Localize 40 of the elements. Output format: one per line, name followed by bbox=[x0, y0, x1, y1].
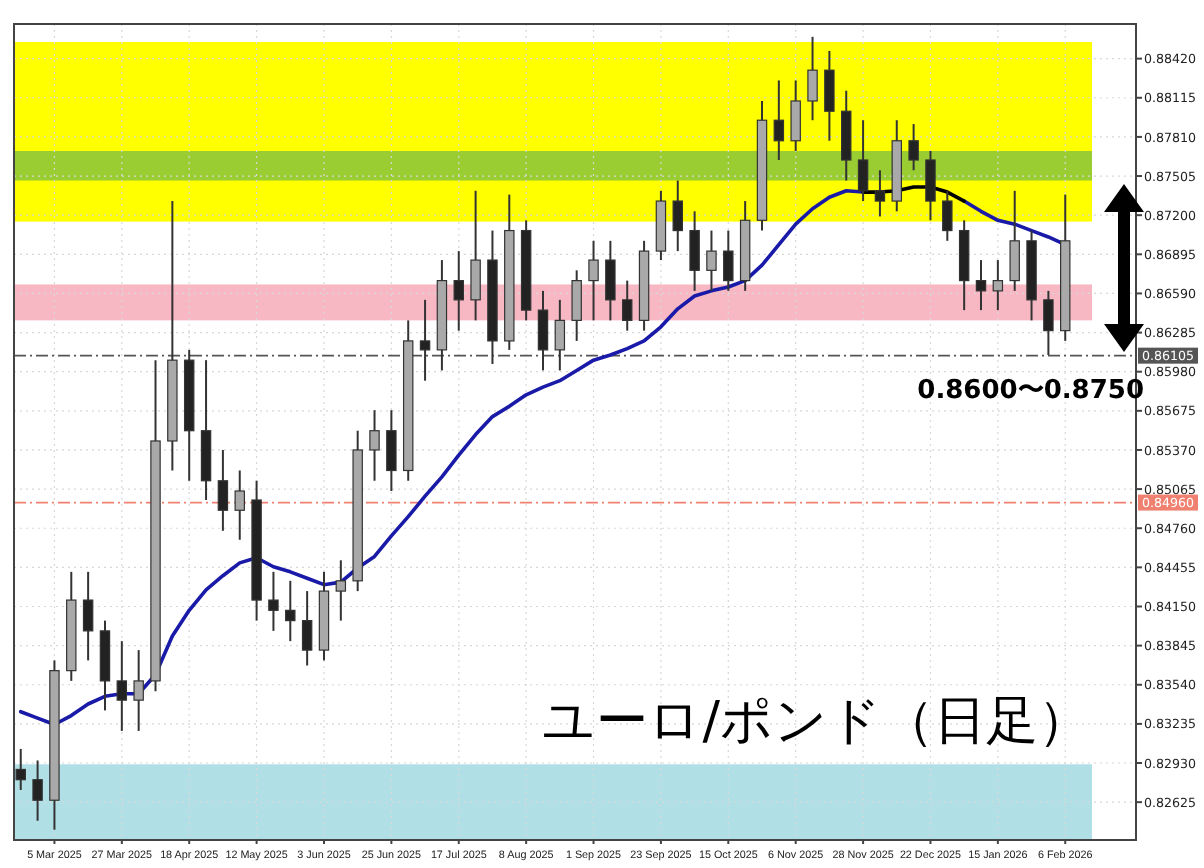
candlestick bbox=[217, 448, 229, 532]
candlestick bbox=[621, 279, 633, 332]
candlestick bbox=[133, 649, 144, 732]
candlestick bbox=[453, 250, 464, 332]
candlestick bbox=[268, 570, 279, 632]
candlestick bbox=[1009, 189, 1020, 292]
candlestick bbox=[857, 119, 869, 203]
candlestick bbox=[82, 570, 94, 662]
candlestick bbox=[992, 259, 1004, 312]
candlestick bbox=[706, 229, 717, 292]
candlestick bbox=[975, 259, 987, 312]
candlestick bbox=[554, 298, 566, 372]
candlestick bbox=[335, 559, 347, 622]
candlestick bbox=[773, 79, 785, 161]
candlestick bbox=[419, 298, 431, 382]
candlestick bbox=[925, 150, 936, 222]
candlestick bbox=[723, 229, 734, 292]
candlestick bbox=[605, 239, 616, 322]
candlestick bbox=[790, 79, 801, 153]
candlestick bbox=[588, 239, 599, 322]
candlestick bbox=[807, 35, 818, 122]
candlestick bbox=[942, 189, 953, 242]
candlestick bbox=[285, 579, 296, 643]
candlestick bbox=[32, 759, 43, 822]
candlestick bbox=[234, 469, 245, 541]
candlestick bbox=[116, 640, 128, 732]
candlestick bbox=[689, 210, 700, 292]
candlestick bbox=[874, 169, 886, 218]
candlestick bbox=[571, 269, 582, 342]
annotation: ユーロ/ポンド（日足） bbox=[542, 692, 1090, 752]
candlestick bbox=[369, 409, 380, 482]
candlestick bbox=[470, 189, 481, 322]
candlestick bbox=[301, 590, 313, 667]
candlestick bbox=[908, 123, 919, 172]
candlestick bbox=[537, 289, 549, 372]
candlestick bbox=[824, 49, 835, 142]
candlestick bbox=[1043, 289, 1054, 357]
candlestick bbox=[15, 747, 26, 791]
candlestick bbox=[386, 409, 397, 493]
candlestick bbox=[672, 179, 683, 253]
